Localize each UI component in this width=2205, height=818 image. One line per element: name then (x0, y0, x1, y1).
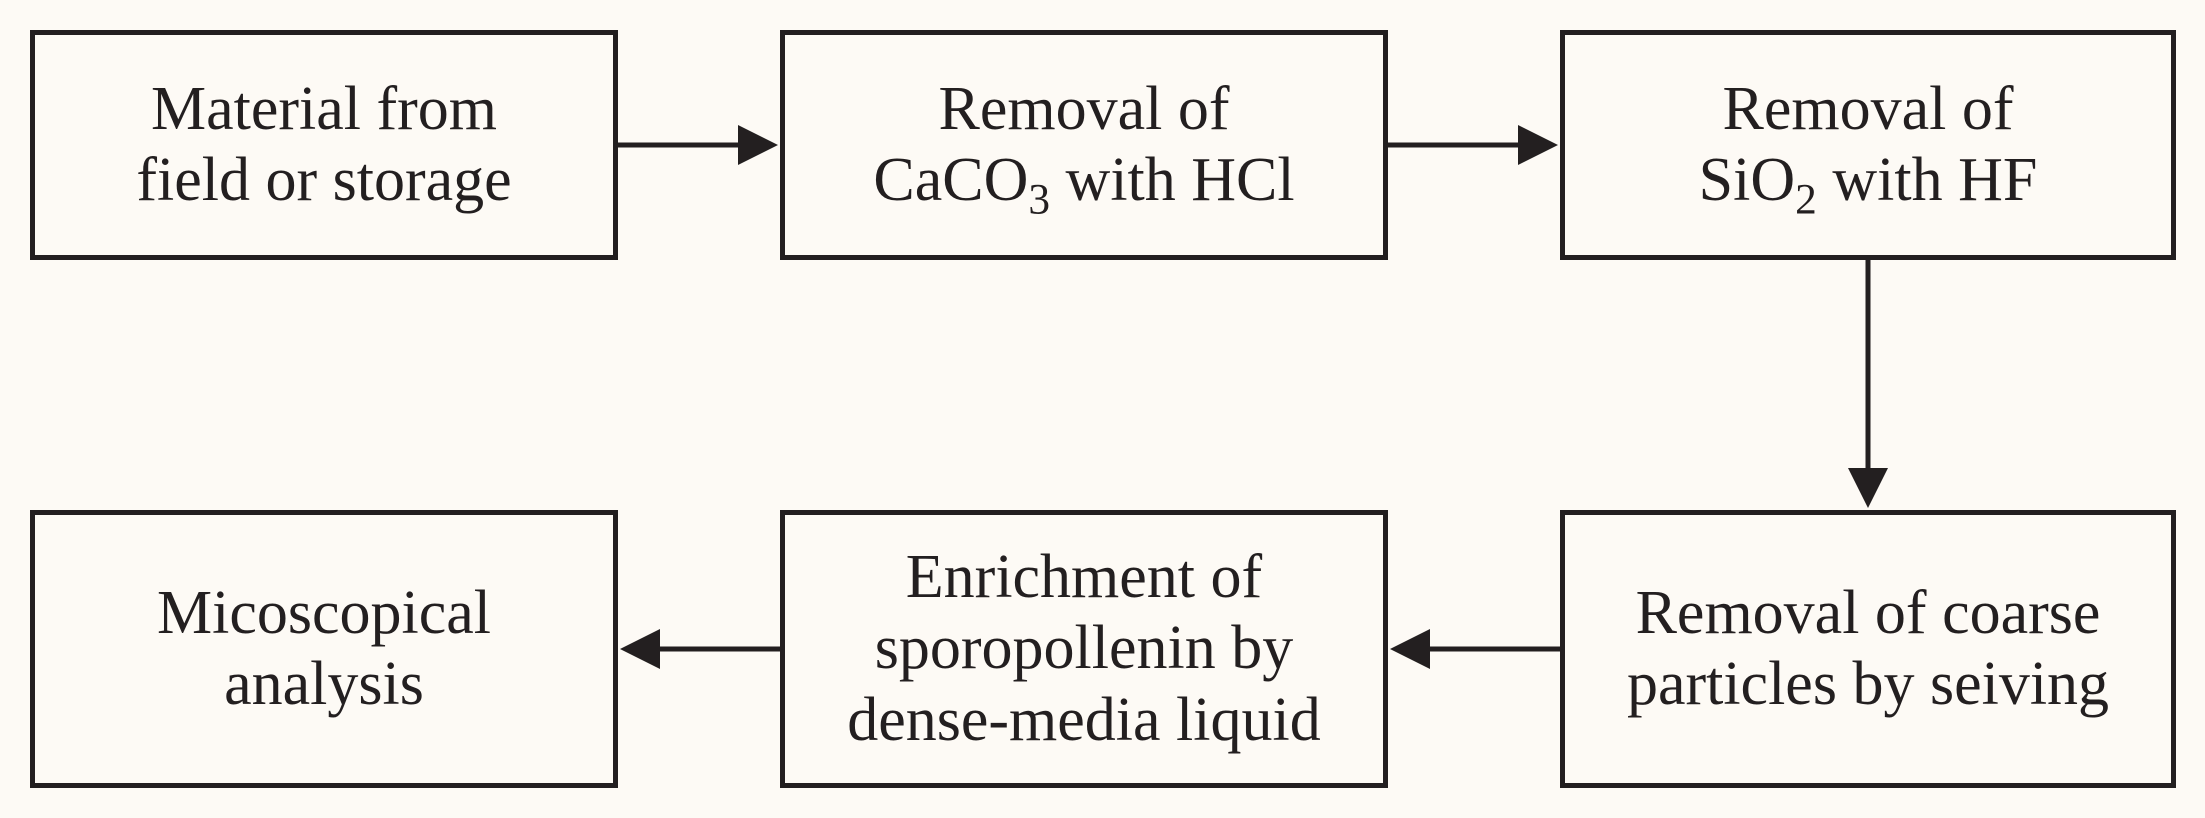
arrow-n3-n4 (1848, 260, 1888, 510)
node-remove-caco3: Removal ofCaCO3 with HCl (780, 30, 1388, 260)
node-label: Enrichment ofsporopollenin bydense-media… (847, 542, 1320, 756)
arrow-n1-n2 (618, 125, 780, 165)
node-remove-coarse: Removal of coarseparticles by seiving (1560, 510, 2176, 788)
node-enrichment: Enrichment ofsporopollenin bydense-media… (780, 510, 1388, 788)
node-microscopical: Micoscopicalanalysis (30, 510, 618, 788)
flowchart-container: Material fromfield or storage Removal of… (0, 0, 2205, 818)
node-label: Removal of coarseparticles by seiving (1627, 578, 2109, 721)
node-label: Removal ofCaCO3 with HCl (873, 74, 1294, 217)
node-remove-sio2: Removal ofSiO2 with HF (1560, 30, 2176, 260)
node-material: Material fromfield or storage (30, 30, 618, 260)
arrow-n5-n6 (618, 629, 780, 669)
node-label: Micoscopicalanalysis (157, 578, 491, 721)
arrow-n4-n5 (1388, 629, 1560, 669)
arrow-n2-n3 (1388, 125, 1560, 165)
node-label: Material fromfield or storage (136, 74, 511, 217)
node-label: Removal ofSiO2 with HF (1699, 74, 2038, 217)
